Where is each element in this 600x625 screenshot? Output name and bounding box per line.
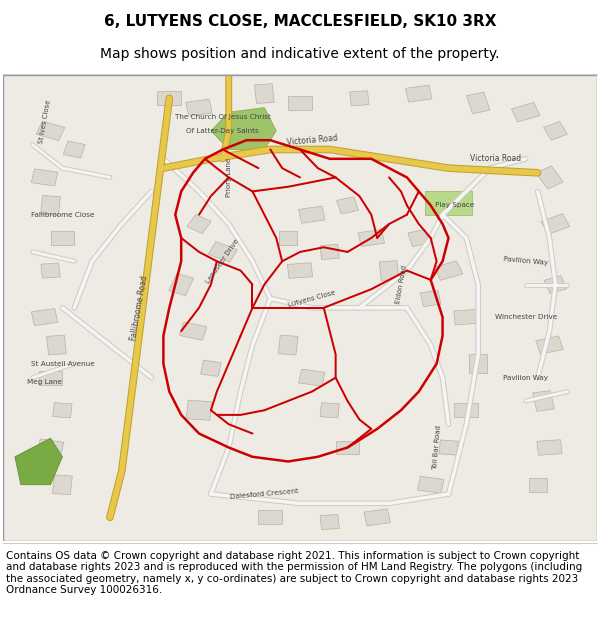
Bar bbox=[541, 214, 570, 234]
Bar bbox=[47, 335, 67, 355]
Bar bbox=[31, 309, 58, 326]
Bar bbox=[454, 403, 478, 418]
Bar bbox=[408, 229, 430, 246]
Bar bbox=[512, 102, 540, 122]
Text: St Austell Avenue: St Austell Avenue bbox=[31, 361, 94, 367]
Text: 6, LUTYENS CLOSE, MACCLESFIELD, SK10 3RX: 6, LUTYENS CLOSE, MACCLESFIELD, SK10 3RX bbox=[104, 14, 496, 29]
Bar bbox=[467, 92, 490, 114]
Bar bbox=[320, 402, 340, 418]
Bar bbox=[259, 511, 282, 524]
Bar bbox=[64, 141, 85, 158]
Bar bbox=[200, 360, 221, 376]
Bar bbox=[469, 354, 487, 373]
Bar bbox=[278, 335, 298, 355]
Text: Toll Bar Road: Toll Bar Road bbox=[431, 425, 442, 470]
Bar bbox=[208, 242, 238, 262]
Text: Fallibroome Close: Fallibroome Close bbox=[31, 212, 94, 218]
Polygon shape bbox=[211, 107, 276, 149]
Bar bbox=[406, 85, 432, 102]
Bar bbox=[50, 231, 74, 245]
Bar bbox=[279, 231, 297, 245]
Bar bbox=[288, 96, 312, 110]
Text: Pavilion Way: Pavilion Way bbox=[503, 374, 548, 381]
Bar bbox=[533, 391, 554, 411]
Bar bbox=[454, 309, 479, 325]
Bar bbox=[529, 478, 547, 492]
Text: Dalesford Crescent: Dalesford Crescent bbox=[230, 488, 299, 500]
Bar bbox=[299, 206, 325, 223]
Bar bbox=[52, 475, 73, 494]
Bar bbox=[37, 439, 64, 456]
Bar bbox=[320, 244, 340, 259]
Bar bbox=[544, 122, 567, 140]
Bar bbox=[254, 84, 274, 104]
Bar bbox=[187, 214, 211, 234]
Bar bbox=[31, 169, 58, 186]
Bar bbox=[179, 322, 207, 340]
Bar bbox=[544, 276, 567, 294]
Text: Fallibroome Road: Fallibroome Road bbox=[130, 274, 150, 341]
Bar bbox=[299, 369, 325, 386]
Text: Lutyens Close: Lutyens Close bbox=[287, 289, 336, 308]
Text: Play Space: Play Space bbox=[435, 202, 474, 208]
Bar bbox=[358, 229, 385, 246]
Bar bbox=[536, 336, 563, 354]
Text: The Church Of Jesus Christ: The Church Of Jesus Christ bbox=[175, 114, 271, 120]
Bar bbox=[439, 440, 458, 455]
Bar bbox=[53, 402, 72, 418]
Bar bbox=[41, 196, 61, 215]
Bar bbox=[418, 476, 444, 493]
Bar bbox=[38, 371, 62, 384]
Text: Victoria Road: Victoria Road bbox=[470, 154, 521, 163]
Bar bbox=[320, 514, 340, 529]
Bar bbox=[186, 99, 212, 116]
Polygon shape bbox=[15, 438, 62, 485]
Text: Contains OS data © Crown copyright and database right 2021. This information is : Contains OS data © Crown copyright and d… bbox=[6, 551, 582, 596]
Bar bbox=[537, 440, 562, 455]
Bar bbox=[425, 191, 472, 214]
Text: Of Latter-Day Saints: Of Latter-Day Saints bbox=[187, 128, 259, 134]
Bar bbox=[335, 441, 359, 454]
Text: Winchester Drive: Winchester Drive bbox=[494, 314, 557, 320]
Bar bbox=[37, 121, 65, 141]
Bar bbox=[287, 262, 313, 278]
Text: Pavilion Way: Pavilion Way bbox=[503, 256, 548, 266]
Text: Meg Lane: Meg Lane bbox=[27, 379, 62, 385]
Text: St Ives Close: St Ives Close bbox=[38, 99, 52, 144]
Bar bbox=[364, 509, 391, 526]
Text: Priory Lane: Priory Lane bbox=[226, 158, 232, 197]
Bar bbox=[337, 197, 358, 214]
Bar bbox=[379, 261, 399, 281]
Bar bbox=[186, 400, 212, 421]
Text: Eldon Road: Eldon Road bbox=[395, 265, 407, 304]
Bar bbox=[350, 91, 369, 106]
Bar bbox=[169, 273, 194, 296]
Bar bbox=[434, 261, 463, 280]
Bar bbox=[41, 263, 60, 278]
Text: Victoria Road: Victoria Road bbox=[286, 134, 338, 147]
Bar bbox=[157, 91, 181, 105]
Bar bbox=[421, 291, 441, 307]
Bar bbox=[536, 166, 563, 189]
Text: Map shows position and indicative extent of the property.: Map shows position and indicative extent… bbox=[100, 47, 500, 61]
Text: Landseer Drive: Landseer Drive bbox=[205, 238, 241, 284]
